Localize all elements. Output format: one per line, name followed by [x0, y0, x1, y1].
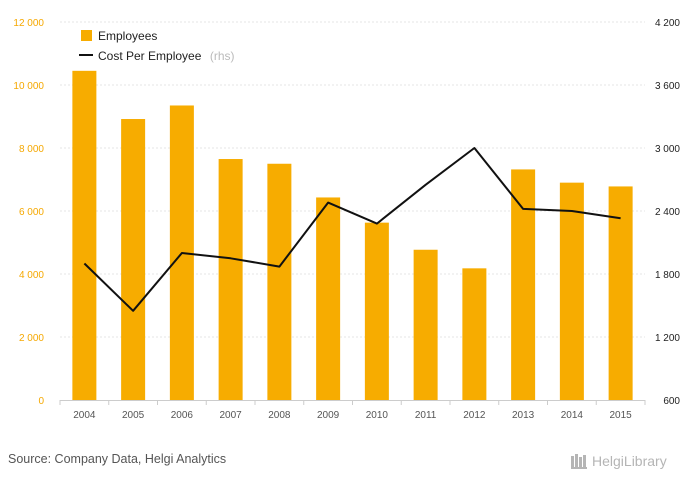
- bar-2013: [511, 169, 536, 400]
- x-tick-label: 2006: [171, 410, 194, 421]
- y-right-tick-label: 3 000: [655, 144, 680, 155]
- y-left-tick-label: 4 000: [19, 270, 44, 281]
- x-tick-label: 2012: [463, 410, 486, 421]
- bar-2010: [364, 222, 389, 400]
- y-right-tick-label: 3 600: [655, 81, 680, 92]
- x-tick-label: 2010: [366, 410, 389, 421]
- y-left-tick-label: 12 000: [13, 18, 44, 29]
- y-left-tick-label: 6 000: [19, 207, 44, 218]
- x-tick-label: 2015: [610, 410, 633, 421]
- legend-label-cost-text: Cost Per Employee: [98, 49, 202, 63]
- y-left-tick-label: 2 000: [19, 333, 44, 344]
- x-tick-label: 2005: [122, 410, 145, 421]
- legend-label-rhs: (rhs): [210, 49, 235, 63]
- bar-2015: [608, 186, 633, 400]
- bar-2008: [267, 163, 292, 400]
- bar-2005: [121, 119, 146, 401]
- legend-label-cost-per-employee: Cost Per Employee (rhs): [98, 47, 235, 64]
- legend-label-employees: Employees: [98, 29, 157, 43]
- legend-swatch-employees: [81, 30, 92, 41]
- x-tick-label: 2013: [512, 410, 535, 421]
- x-tick-label: 2009: [317, 410, 340, 421]
- line-series-cost-per-employee: [83, 147, 621, 312]
- bar-series-employees: [72, 70, 633, 401]
- logo-text: HelgiLibrary: [592, 453, 667, 469]
- y-left-tick-label: 8 000: [19, 144, 44, 155]
- y-right-tick-label: 1 800: [655, 270, 680, 281]
- y-right-tick-label: 600: [663, 396, 680, 407]
- x-tick-label: 2007: [220, 410, 243, 421]
- y-right-tick-label: 2 400: [655, 207, 680, 218]
- legend: Employees Cost Per Employee (rhs): [79, 29, 235, 64]
- bar-2011: [413, 249, 438, 400]
- y-left-tick-label: 0: [38, 396, 44, 407]
- line-cost-per-employee: [83, 147, 621, 312]
- helgi-library-logo-icon: HelgiLibrary: [571, 453, 667, 469]
- y-right-tick-label: 4 200: [655, 18, 680, 29]
- source-note: Source: Company Data, Helgi Analytics: [8, 452, 226, 466]
- bar-2012: [462, 268, 487, 400]
- y-right-tick-label: 1 200: [655, 333, 680, 344]
- axes: 2004 2005 2006 2007 2008 2009 2010 2011 2012 2013…: [13, 18, 680, 421]
- x-tick-label: 2014: [561, 410, 584, 421]
- bar-2014: [559, 182, 584, 400]
- x-tick-label: 2004: [73, 410, 96, 421]
- bar-2007: [218, 159, 243, 400]
- bar-2004: [72, 70, 97, 400]
- y-left-tick-label: 10 000: [13, 81, 44, 92]
- x-tick-label: 2011: [415, 410, 437, 421]
- gridlines: [60, 21, 645, 338]
- x-tick-label: 2008: [268, 410, 291, 421]
- bar-2009: [316, 197, 341, 400]
